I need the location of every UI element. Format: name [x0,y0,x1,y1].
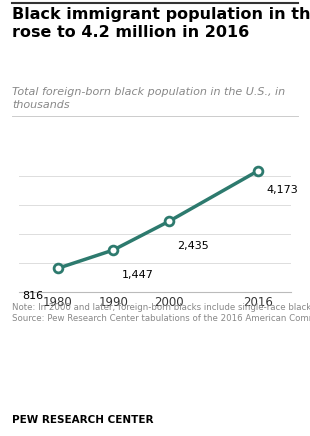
Text: 2,435: 2,435 [177,241,209,251]
Point [255,167,260,174]
Text: Note: In 2000 and later, foreign-born blacks include single-race blacks and mult: Note: In 2000 and later, foreign-born bl… [12,303,310,324]
Point [166,218,171,225]
Text: PEW RESEARCH CENTER: PEW RESEARCH CENTER [12,415,154,425]
Text: 816: 816 [23,291,44,301]
Text: Total foreign-born black population in the U.S., in
thousands: Total foreign-born black population in t… [12,87,286,110]
Text: 1,447: 1,447 [122,269,153,279]
Text: 4,173: 4,173 [266,185,298,195]
Text: Black immigrant population in the U.S.
rose to 4.2 million in 2016: Black immigrant population in the U.S. r… [12,7,310,40]
Point [55,265,60,272]
Point [111,247,116,254]
